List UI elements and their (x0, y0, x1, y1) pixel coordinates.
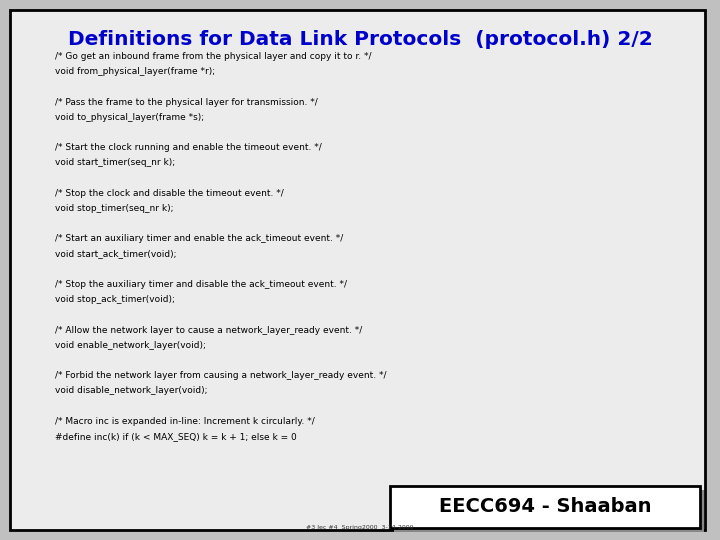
Text: void stop_ack_timer(void);: void stop_ack_timer(void); (55, 295, 175, 304)
Text: Definitions for Data Link Protocols  (protocol.h) 2/2: Definitions for Data Link Protocols (pro… (68, 30, 652, 49)
Text: /* Start the clock running and enable the timeout event. */: /* Start the clock running and enable th… (55, 143, 322, 152)
Text: void enable_network_layer(void);: void enable_network_layer(void); (55, 341, 206, 350)
Text: /* Forbid the network layer from causing a network_layer_ready event. */: /* Forbid the network layer from causing… (55, 371, 387, 380)
Text: /* Stop the clock and disable the timeout event. */: /* Stop the clock and disable the timeou… (55, 189, 284, 198)
Text: /* Macro inc is expanded in-line: Increment k circularly. */: /* Macro inc is expanded in-line: Increm… (55, 417, 315, 426)
Bar (394, 490, 704, 532)
Bar (390, 486, 700, 528)
Text: void from_physical_layer(frame *r);: void from_physical_layer(frame *r); (55, 67, 215, 76)
Text: void start_timer(seq_nr k);: void start_timer(seq_nr k); (55, 158, 175, 167)
Text: #3 lec #4  Spring2000  3-14-2000: #3 lec #4 Spring2000 3-14-2000 (306, 525, 414, 530)
Text: void to_physical_layer(frame *s);: void to_physical_layer(frame *s); (55, 113, 204, 122)
Text: void stop_timer(seq_nr k);: void stop_timer(seq_nr k); (55, 204, 174, 213)
Text: void start_ack_timer(void);: void start_ack_timer(void); (55, 249, 176, 259)
Text: /* Go get an inbound frame from the physical layer and copy it to r. */: /* Go get an inbound frame from the phys… (55, 52, 372, 61)
Text: #define inc(k) if (k < MAX_SEQ) k = k + 1; else k = 0: #define inc(k) if (k < MAX_SEQ) k = k + … (55, 432, 297, 441)
Text: /* Start an auxiliary timer and enable the ack_timeout event. */: /* Start an auxiliary timer and enable t… (55, 234, 343, 244)
Text: /* Allow the network layer to cause a network_layer_ready event. */: /* Allow the network layer to cause a ne… (55, 326, 362, 335)
Text: EECC694 - Shaaban: EECC694 - Shaaban (438, 497, 652, 516)
Text: void disable_network_layer(void);: void disable_network_layer(void); (55, 387, 207, 395)
Text: /* Pass the frame to the physical layer for transmission. */: /* Pass the frame to the physical layer … (55, 98, 318, 106)
Text: /* Stop the auxiliary timer and disable the ack_timeout event. */: /* Stop the auxiliary timer and disable … (55, 280, 347, 289)
